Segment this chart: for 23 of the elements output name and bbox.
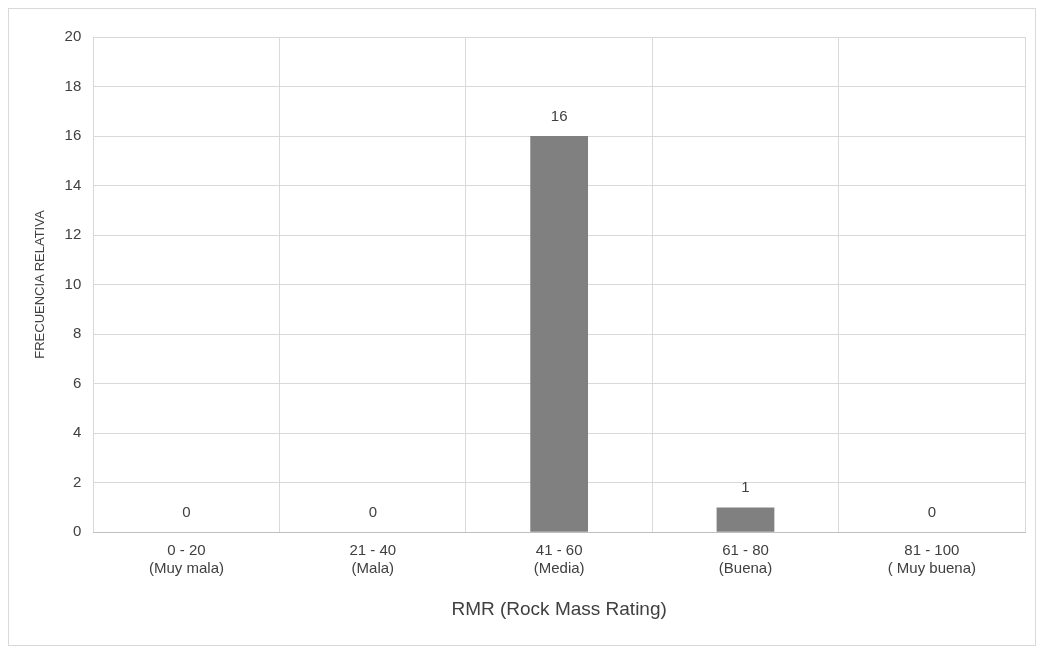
y-tick-label: 20: [64, 27, 82, 45]
y-tick-label: 18: [64, 76, 82, 94]
data-label: 0: [182, 502, 191, 520]
x-tick-label: 41 - 60 (Media): [533, 541, 585, 577]
x-tick-label: 0 - 20 (Muy mala): [148, 541, 224, 577]
x-tick-label: 21 - 40 (Mala): [349, 541, 397, 577]
data-label: 16: [550, 106, 568, 124]
y-tick-label: 6: [72, 373, 82, 391]
y-tick-label: 12: [64, 225, 82, 243]
y-tick-label: 14: [64, 175, 82, 193]
data-label: 0: [368, 502, 377, 520]
data-label: 1: [741, 478, 750, 496]
y-tick-label: 16: [64, 126, 82, 144]
y-tick-label: 2: [72, 472, 82, 490]
y-tick-label: 10: [64, 274, 82, 292]
x-tick-label: 61 - 80 (Buena): [718, 541, 773, 577]
y-tick-label: 4: [72, 423, 82, 441]
data-label: 0: [927, 502, 936, 520]
y-tick-label: 8: [72, 324, 82, 342]
y-axis-title: FRECUENCIA RELATIVA: [32, 210, 48, 359]
x-axis-title: RMR (Rock Mass Rating): [451, 597, 667, 619]
x-tick-label: 81 - 100 ( Muy buena): [887, 541, 977, 577]
y-tick-label: 0: [72, 522, 82, 540]
